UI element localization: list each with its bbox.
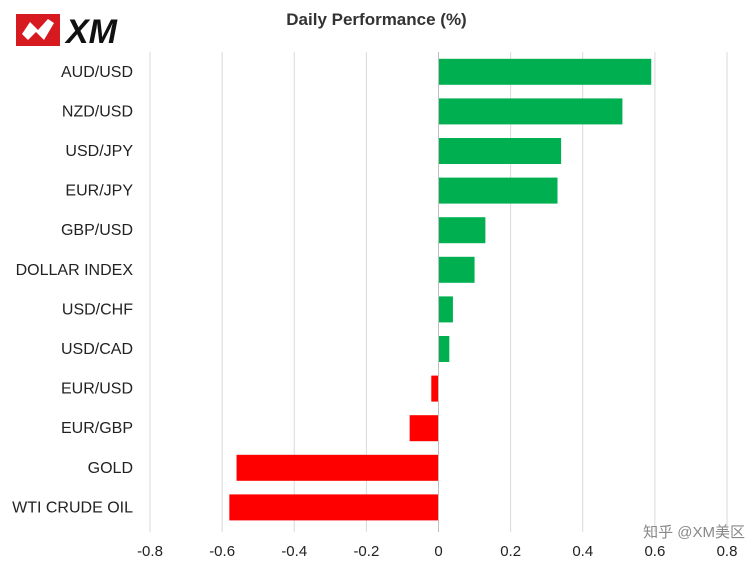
bar bbox=[438, 256, 475, 283]
x-tick-label: -0.8 bbox=[137, 543, 163, 560]
bar bbox=[409, 415, 439, 442]
bar bbox=[438, 336, 450, 362]
category-label: EUR/JPY bbox=[65, 183, 133, 200]
x-tick-label: 0.6 bbox=[644, 543, 665, 560]
bar bbox=[431, 375, 439, 402]
category-label: NZD/USD bbox=[62, 103, 133, 120]
x-tick-label: 0.2 bbox=[500, 543, 521, 560]
category-label: EUR/GBP bbox=[61, 420, 133, 437]
bar bbox=[438, 98, 623, 125]
category-label: USD/CAD bbox=[61, 341, 133, 358]
bar bbox=[438, 58, 652, 85]
x-tick-label: 0 bbox=[434, 543, 442, 560]
category-label: DOLLAR INDEX bbox=[16, 262, 134, 279]
category-label: WTI CRUDE OIL bbox=[12, 499, 133, 516]
xm-logo: XM bbox=[16, 13, 118, 50]
xm-logo-text: XM bbox=[64, 13, 118, 50]
x-tick-label: -0.6 bbox=[209, 543, 235, 560]
category-label: AUD/USD bbox=[61, 64, 133, 81]
bar bbox=[438, 296, 453, 323]
bar bbox=[236, 454, 439, 481]
category-label: EUR/USD bbox=[61, 381, 133, 398]
x-tick-label: -0.4 bbox=[281, 543, 307, 560]
bar bbox=[438, 138, 562, 164]
category-label: GOLD bbox=[88, 460, 133, 477]
bar bbox=[438, 177, 558, 204]
x-tick-label: 0.8 bbox=[717, 543, 738, 560]
category-label: USD/JPY bbox=[65, 143, 133, 160]
x-tick-label: 0.4 bbox=[572, 543, 593, 560]
bar bbox=[229, 494, 439, 521]
watermark: 知乎 @XM美区 bbox=[643, 524, 745, 541]
bar bbox=[438, 217, 486, 244]
category-label: USD/CHF bbox=[62, 301, 133, 318]
chart-title: Daily Performance (%) bbox=[286, 10, 467, 29]
x-tick-label: -0.2 bbox=[353, 543, 379, 560]
category-label: GBP/USD bbox=[61, 222, 133, 239]
